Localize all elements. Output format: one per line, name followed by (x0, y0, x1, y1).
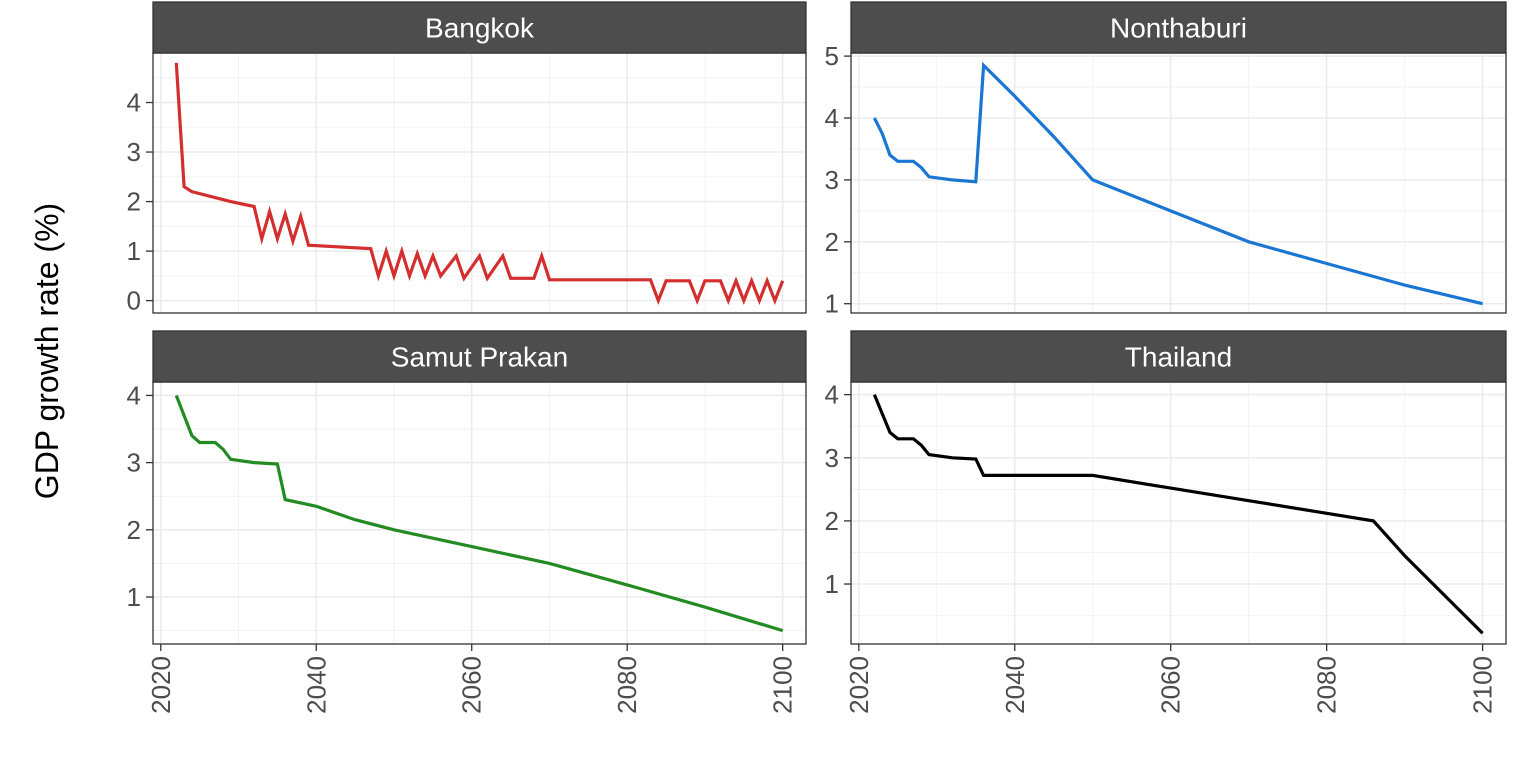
y-tick-label: 3 (127, 137, 141, 167)
facet-strip-background (152, 1, 807, 54)
y-tick-label: 3 (825, 165, 839, 195)
x-tick-label: 2100 (1468, 656, 1498, 714)
x-tick-label: 2080 (612, 656, 642, 714)
panel-background (851, 382, 1506, 644)
panel-background (851, 53, 1506, 313)
panel-background (153, 53, 806, 313)
y-tick-label: 5 (825, 41, 839, 71)
x-tick-label: 2020 (844, 656, 874, 714)
x-tick-label: 2100 (768, 656, 798, 714)
y-tick-label: 2 (825, 506, 839, 536)
series-line-samut-prakan (174, 394, 784, 633)
y-tick-label: 4 (127, 380, 141, 410)
series-line-thailand (872, 393, 1484, 635)
facet-strip-background (152, 330, 807, 383)
y-tick-label: 1 (127, 582, 141, 612)
facet-strip-label: Bangkok (425, 13, 535, 44)
y-tick-label: 3 (127, 448, 141, 478)
facet-strip-label: Nonthaburi (1110, 13, 1247, 44)
panel-thailand: Thailand 1 2 3 4 2020 2040 2060 2080 2100 (825, 330, 1507, 714)
facet-strip-label: Thailand (1125, 342, 1232, 373)
x-tick-label: 2040 (1000, 656, 1030, 714)
y-tick-label: 2 (127, 187, 141, 217)
panel-nonthaburi: Nonthaburi 1 2 3 4 5 (825, 1, 1507, 319)
y-tick-label: 0 (127, 286, 141, 316)
facet-strip-background (850, 330, 1507, 383)
y-tick-label: 2 (127, 515, 141, 545)
x-tick-label: 2060 (1156, 656, 1186, 714)
series-line-bangkok (174, 62, 785, 306)
y-tick-label: 4 (825, 380, 839, 410)
panel-bangkok: Bangkok 0 1 2 3 4 (127, 1, 807, 316)
y-axis-title: GDP growth rate (%) (29, 203, 65, 499)
y-tick-label: 3 (825, 443, 839, 473)
panel-background (153, 382, 806, 644)
x-tick-label: 2060 (457, 656, 487, 714)
x-tick-label: 2020 (146, 656, 176, 714)
series-line-nonthaburi (872, 61, 1483, 306)
y-tick-label: 1 (127, 236, 141, 266)
y-tick-label: 1 (825, 569, 839, 599)
y-tick-label: 2 (825, 227, 839, 257)
x-tick-label: 2080 (1312, 656, 1342, 714)
y-tick-label: 4 (127, 88, 141, 118)
panel-samut-prakan: Samut Prakan 1 2 3 4 2020 2040 2060 2080 2100 (127, 330, 807, 714)
facet-strip-label: Samut Prakan (391, 342, 568, 373)
facet-strip-background (850, 1, 1507, 54)
y-tick-label: 4 (825, 103, 839, 133)
y-tick-label: 1 (825, 289, 839, 319)
x-tick-label: 2040 (301, 656, 331, 714)
